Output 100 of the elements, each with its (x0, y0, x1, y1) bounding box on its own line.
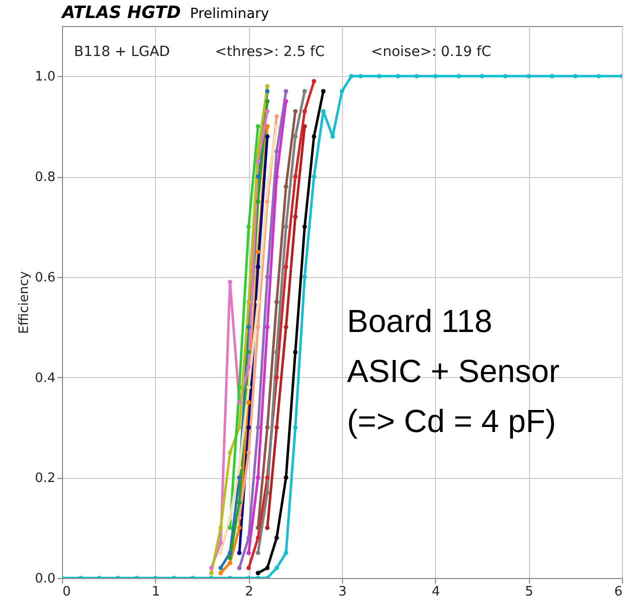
point (246, 224, 251, 229)
x-tick-label: 5 (525, 584, 534, 600)
point (302, 89, 307, 94)
point (209, 570, 214, 576)
point (302, 109, 307, 114)
point (312, 134, 316, 139)
point (256, 250, 260, 254)
point (284, 324, 288, 330)
point (302, 274, 307, 280)
point (503, 74, 508, 78)
point (274, 174, 279, 179)
point (265, 109, 270, 114)
x-tick-label: 2 (245, 584, 254, 600)
point (330, 134, 335, 139)
point (246, 350, 251, 354)
point (246, 450, 251, 455)
point (293, 174, 298, 179)
point (265, 199, 270, 204)
x-tick-label: 1 (152, 584, 160, 600)
point (228, 560, 232, 566)
point (246, 400, 251, 405)
point (265, 425, 270, 430)
y-tick-label: 0.0 (34, 572, 56, 586)
point (237, 526, 242, 530)
point (256, 425, 260, 430)
y-tick-label: 0.8 (34, 170, 56, 186)
point (265, 566, 270, 570)
annotation: <thres>: 2.5 fC (215, 44, 325, 60)
point (293, 134, 298, 139)
point (302, 124, 307, 129)
annotation: (=> Cd = 4 pF) (347, 403, 556, 439)
point (228, 556, 232, 560)
point (218, 526, 223, 530)
point (265, 324, 270, 330)
point (228, 550, 232, 556)
point (265, 526, 270, 530)
point (274, 425, 279, 430)
point (596, 74, 601, 78)
point (246, 566, 251, 570)
y-tick-label: 0.6 (34, 270, 56, 286)
point (246, 324, 251, 330)
point (218, 550, 223, 556)
point (218, 570, 223, 576)
point (456, 74, 461, 78)
point (274, 350, 279, 354)
x-tick-label: 6 (614, 584, 622, 600)
point (414, 74, 419, 78)
point (284, 99, 288, 104)
point (274, 300, 279, 304)
y-axis-title: Efficiency (16, 270, 32, 334)
point (237, 475, 242, 480)
point (256, 475, 260, 480)
point (396, 74, 400, 78)
point (237, 516, 242, 520)
point (274, 536, 279, 540)
point (433, 74, 438, 78)
point (256, 300, 260, 304)
point (293, 109, 298, 114)
point (480, 74, 484, 78)
point (246, 300, 251, 304)
annotation: Board 118 (347, 303, 492, 339)
point (228, 450, 232, 455)
point (274, 566, 279, 570)
x-tick-label: 3 (338, 584, 347, 600)
point (312, 174, 316, 179)
point (237, 500, 242, 505)
point (265, 184, 270, 189)
point (218, 540, 223, 546)
y-tick-label: 0.2 (34, 471, 56, 486)
point (284, 475, 288, 480)
point (526, 74, 531, 78)
point (340, 89, 344, 94)
chart-title: ATLAS HGTD (60, 3, 181, 23)
point (228, 526, 232, 530)
point (237, 425, 242, 430)
point (256, 159, 260, 164)
point (284, 224, 288, 229)
point (265, 475, 270, 480)
point (209, 566, 214, 570)
point (293, 214, 298, 219)
x-tick-label: 0 (62, 584, 71, 600)
point (228, 516, 232, 520)
point (256, 550, 260, 556)
point (265, 84, 270, 88)
point (256, 124, 260, 129)
point (246, 550, 251, 556)
point (228, 280, 232, 284)
point (256, 149, 260, 154)
point (284, 264, 288, 270)
point (246, 425, 251, 430)
point (274, 124, 279, 129)
point (302, 224, 307, 229)
point (284, 550, 288, 556)
point (256, 570, 260, 576)
y-tick-label: 0.4 (34, 370, 56, 386)
point (377, 74, 382, 78)
point (265, 124, 270, 129)
point (256, 174, 260, 179)
point (265, 490, 270, 495)
point (274, 114, 279, 119)
